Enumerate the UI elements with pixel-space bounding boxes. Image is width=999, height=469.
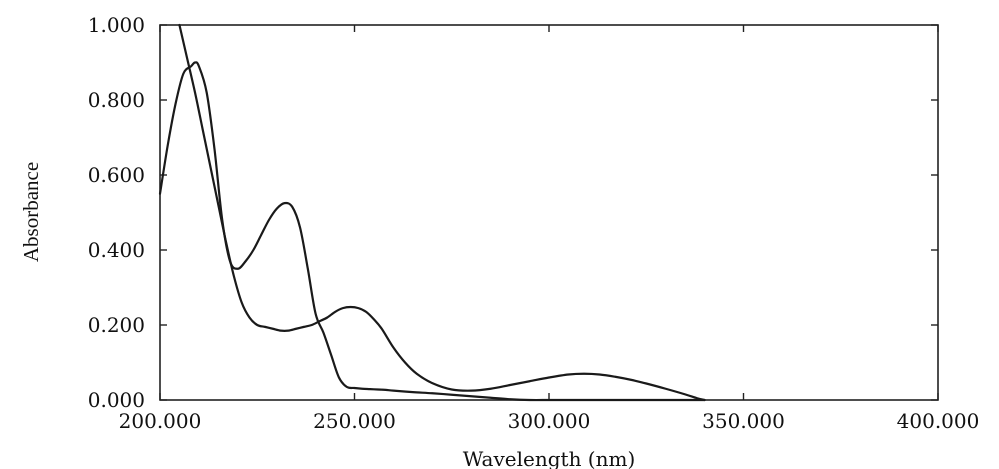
tick-labels: 200.000 250.000 300.000 350.000 400.000 0.000… xyxy=(88,13,980,433)
x-tick-label: 200.000 xyxy=(119,409,202,433)
y-tick-label: 0.000 xyxy=(88,388,145,412)
y-tick-label: 0.200 xyxy=(88,313,145,337)
y-tick-label: 0.600 xyxy=(88,163,145,187)
y-axis-title: Absorbance xyxy=(19,162,43,262)
x-tick-label: 350.000 xyxy=(702,409,785,433)
plot-frame xyxy=(159,24,939,401)
series-line-2 xyxy=(178,23,706,402)
series-group xyxy=(158,23,706,402)
x-tick-label: 400.000 xyxy=(897,409,980,433)
x-axis-title: Wavelength (nm) xyxy=(463,447,636,469)
y-tick-label: 0.400 xyxy=(88,238,145,262)
axis-ticks xyxy=(159,24,939,401)
y-tick-label: 0.800 xyxy=(88,88,145,112)
x-tick-label: 300.000 xyxy=(508,409,591,433)
x-tick-label: 250.000 xyxy=(313,409,396,433)
y-tick-label: 1.000 xyxy=(88,13,145,37)
series-line-1 xyxy=(158,61,706,402)
